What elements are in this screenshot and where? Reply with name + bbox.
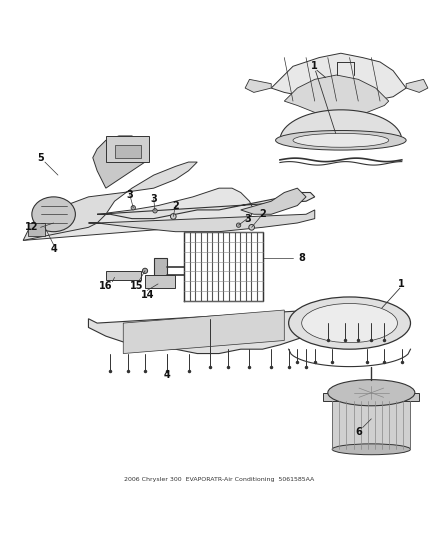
Ellipse shape [142, 268, 148, 273]
Ellipse shape [293, 133, 389, 147]
Ellipse shape [249, 224, 254, 230]
Polygon shape [280, 110, 402, 140]
Text: 15: 15 [130, 281, 143, 291]
Ellipse shape [170, 214, 176, 219]
Text: 4: 4 [50, 244, 57, 254]
Text: 3: 3 [150, 194, 157, 204]
Polygon shape [271, 53, 406, 106]
Polygon shape [23, 162, 197, 240]
Polygon shape [284, 75, 389, 118]
Text: 12: 12 [25, 222, 39, 232]
Ellipse shape [328, 379, 415, 406]
Polygon shape [88, 305, 319, 353]
Polygon shape [406, 79, 428, 92]
Polygon shape [241, 188, 306, 214]
Ellipse shape [32, 197, 75, 232]
Text: 5: 5 [37, 152, 44, 163]
Text: 16: 16 [99, 281, 113, 291]
Text: 3: 3 [244, 214, 251, 224]
Text: 6: 6 [355, 427, 362, 437]
Polygon shape [332, 401, 410, 449]
Polygon shape [106, 136, 149, 162]
Polygon shape [123, 310, 284, 353]
Text: 8: 8 [298, 253, 305, 263]
Polygon shape [93, 136, 149, 188]
Polygon shape [245, 79, 271, 92]
Text: 2006 Chrysler 300  EVAPORATR-Air Conditioning  5061585AA: 2006 Chrysler 300 EVAPORATR-Air Conditio… [124, 477, 314, 482]
Ellipse shape [332, 444, 410, 455]
Ellipse shape [276, 131, 406, 150]
Polygon shape [106, 271, 141, 279]
Text: 2: 2 [259, 209, 266, 219]
Polygon shape [97, 192, 315, 219]
Text: 2: 2 [172, 200, 179, 211]
Text: 3: 3 [127, 190, 133, 200]
Polygon shape [154, 258, 167, 279]
Polygon shape [145, 275, 176, 288]
Polygon shape [115, 144, 141, 158]
Ellipse shape [153, 208, 157, 213]
Text: 1: 1 [311, 61, 318, 71]
Ellipse shape [302, 303, 397, 343]
Ellipse shape [131, 206, 135, 210]
Polygon shape [23, 188, 254, 240]
Ellipse shape [289, 297, 410, 349]
Ellipse shape [237, 223, 241, 228]
Polygon shape [88, 210, 315, 232]
Text: 14: 14 [141, 290, 154, 300]
Text: 4: 4 [163, 370, 170, 381]
Text: 1: 1 [399, 279, 405, 289]
Polygon shape [28, 223, 45, 236]
Polygon shape [323, 393, 419, 401]
